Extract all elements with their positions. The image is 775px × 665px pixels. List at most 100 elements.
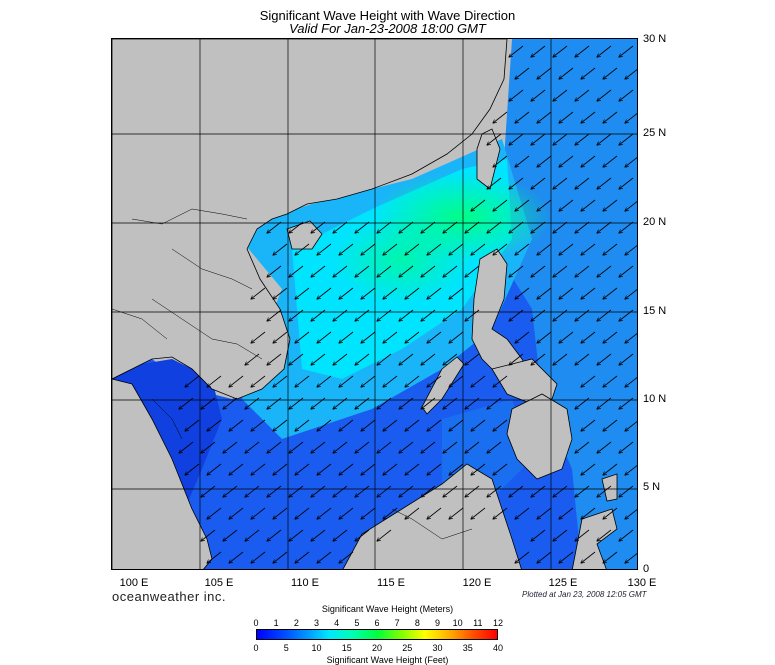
- colorbar-feet-tick: 15: [341, 643, 352, 653]
- wave-direction-arrow: [355, 485, 370, 497]
- wave-direction-arrow: [377, 221, 392, 233]
- wave-direction-arrow: [493, 199, 508, 211]
- wave-direction-arrow: [575, 89, 590, 101]
- wave-direction-arrow: [355, 309, 370, 321]
- wave-direction-arrow: [421, 309, 436, 321]
- wave-direction-arrow: [421, 485, 436, 497]
- wave-direction-arrow: [223, 485, 238, 497]
- wave-direction-arrow: [603, 507, 618, 519]
- wave-direction-arrow: [531, 265, 546, 277]
- lon-label-130e: 130 E: [627, 577, 657, 589]
- wave-direction-arrow: [515, 551, 530, 563]
- wave-direction-arrow: [537, 243, 552, 255]
- wave-direction-arrow: [597, 89, 612, 101]
- wave-direction-arrow: [405, 331, 420, 343]
- wave-direction-arrow: [531, 133, 546, 145]
- wave-direction-arrow: [487, 441, 502, 453]
- wave-direction-arrow: [509, 309, 524, 321]
- wave-direction-arrow: [597, 529, 612, 541]
- wave-direction-arrow: [575, 441, 590, 453]
- wave-direction-arrow: [625, 421, 637, 431]
- wave-direction-arrow: [465, 353, 480, 365]
- wave-direction-arrow: [289, 397, 304, 409]
- wave-direction-arrow: [575, 265, 590, 277]
- wave-direction-arrow: [531, 529, 546, 541]
- wave-direction-arrow: [603, 287, 618, 299]
- wave-direction-arrow: [581, 111, 596, 123]
- colorbar-feet-tick: 30: [432, 643, 443, 653]
- wave-direction-arrow: [311, 397, 326, 409]
- lat-label-25n: 25 N: [643, 127, 667, 139]
- wave-direction-arrow: [537, 111, 552, 123]
- wave-direction-arrow: [537, 551, 552, 563]
- wave-direction-arrow: [625, 553, 637, 563]
- wave-direction-arrow: [361, 331, 376, 343]
- wave-direction-arrow: [355, 441, 370, 453]
- wave-direction-arrow: [383, 507, 398, 519]
- wave-direction-arrow: [553, 133, 568, 145]
- wave-direction-arrow: [603, 155, 618, 167]
- wave-direction-arrow: [597, 133, 612, 145]
- colorbar-meter-tick: 6: [374, 618, 380, 628]
- wave-direction-arrow: [317, 243, 332, 255]
- wave-direction-arrow: [449, 419, 464, 431]
- wave-direction-arrow: [267, 529, 282, 541]
- wave-direction-arrow: [509, 89, 524, 101]
- wave-direction-arrow: [559, 199, 574, 211]
- wave-direction-arrow: [581, 331, 596, 343]
- wave-direction-arrow: [245, 485, 260, 497]
- wave-direction-arrow: [581, 375, 596, 387]
- colorbar-feet-tick: 20: [371, 643, 382, 653]
- wave-direction-arrow: [377, 353, 392, 365]
- wave-direction-arrow: [295, 419, 310, 431]
- wave-direction-arrow: [355, 221, 370, 233]
- colorbar-feet-tick: 35: [462, 643, 473, 653]
- wave-direction-arrow: [575, 177, 590, 189]
- wave-direction-arrow: [339, 419, 354, 431]
- wave-direction-arrow: [581, 507, 596, 519]
- wave-direction-arrow: [619, 397, 634, 409]
- plotted-timestamp: Plotted at Jan 23, 2008 12:05 GMT: [522, 590, 647, 599]
- wave-direction-arrow: [493, 155, 508, 167]
- wave-direction-arrow: [509, 133, 524, 145]
- wave-direction-arrow: [333, 221, 348, 233]
- wave-direction-arrow: [619, 221, 634, 233]
- wave-direction-arrow: [581, 199, 596, 211]
- wave-direction-arrow: [339, 375, 354, 387]
- wave-direction-arrow: [405, 375, 420, 387]
- wave-direction-arrow: [531, 353, 546, 365]
- wave-direction-arrow: [185, 463, 200, 475]
- wave-direction-arrow: [273, 287, 288, 299]
- colorbar-meter-tick: 2: [293, 618, 299, 628]
- wave-direction-arrow: [559, 243, 574, 255]
- wave-direction-arrow: [251, 551, 266, 563]
- wave-direction-arrow: [443, 353, 458, 365]
- wave-direction-arrow: [179, 397, 194, 409]
- wave-direction-arrow: [289, 265, 304, 277]
- map-subtitle: Valid For Jan-23-2008 18:00 GMT: [289, 21, 486, 36]
- wave-direction-arrow: [289, 221, 304, 233]
- wave-direction-arrow: [625, 69, 637, 79]
- wave-direction-arrow: [487, 221, 502, 233]
- wave-direction-arrow: [509, 485, 524, 497]
- wave-direction-arrow: [509, 353, 524, 365]
- wave-direction-arrow: [581, 419, 596, 431]
- wave-direction-arrow: [597, 397, 612, 409]
- wave-direction-arrow: [185, 419, 200, 431]
- wave-direction-arrow: [377, 441, 392, 453]
- wave-direction-arrow: [509, 177, 524, 189]
- wave-direction-arrow: [493, 463, 508, 475]
- colorbar-feet-tick: 0: [253, 643, 259, 653]
- wave-direction-arrow: [201, 485, 216, 497]
- wave-direction-arrow: [267, 485, 282, 497]
- wave-direction-arrow: [355, 265, 370, 277]
- wave-direction-arrow: [575, 45, 590, 57]
- wave-direction-arrow: [383, 287, 398, 299]
- wave-direction-arrow: [603, 463, 618, 475]
- wave-direction-arrow: [399, 441, 414, 453]
- lon-label-125e: 125 E: [548, 577, 578, 589]
- colorbar-meter-tick: 7: [394, 618, 400, 628]
- wave-direction-arrow: [465, 441, 480, 453]
- wave-direction-arrow: [361, 287, 376, 299]
- wave-direction-arrow: [361, 463, 376, 475]
